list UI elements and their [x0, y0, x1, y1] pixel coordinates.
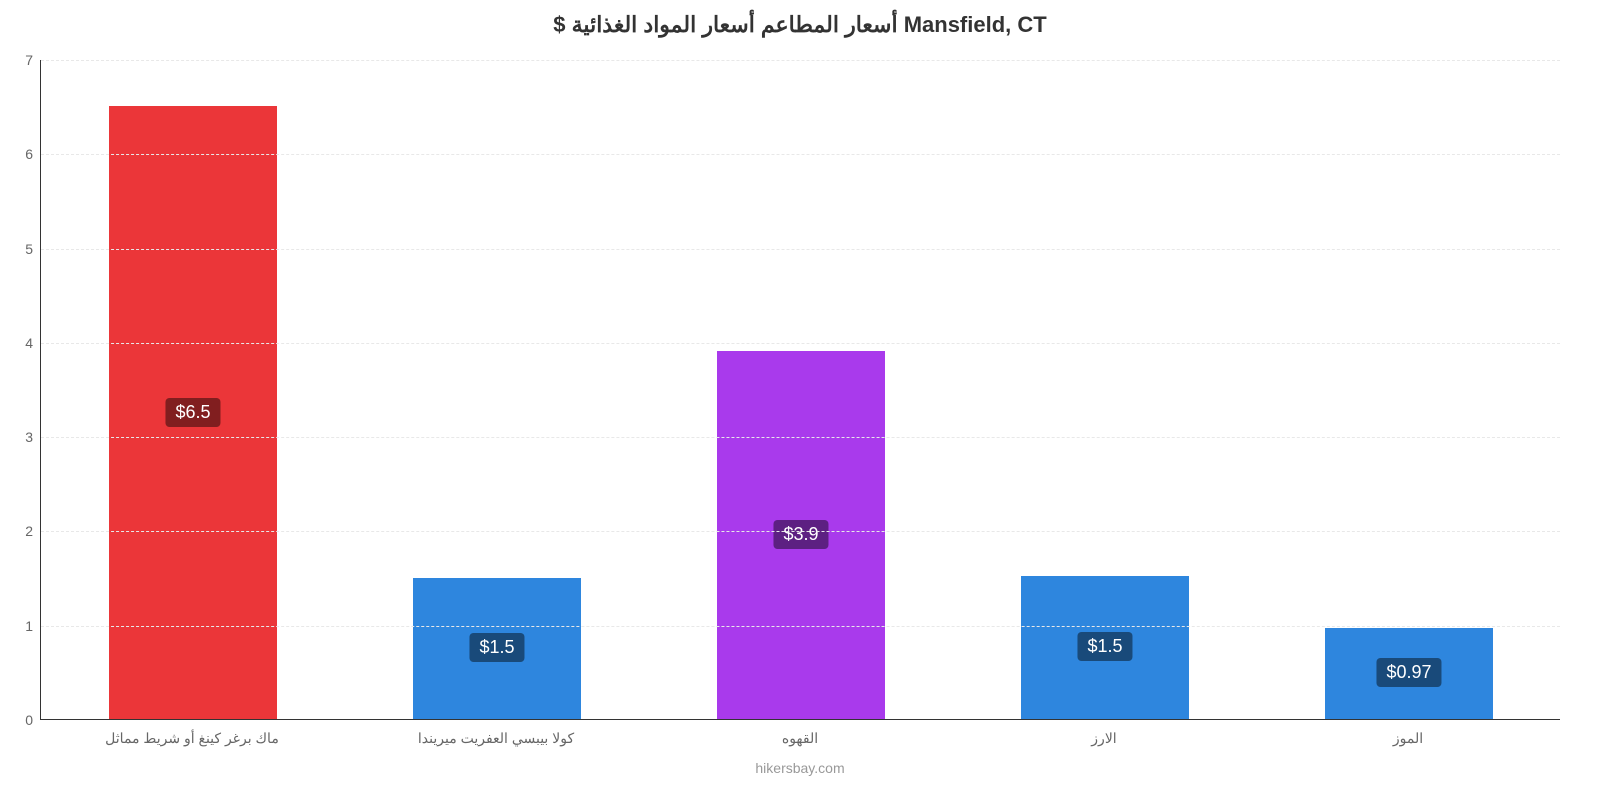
- bar: $0.97: [1325, 628, 1492, 719]
- bar: $3.9: [717, 351, 884, 719]
- gridline: [41, 154, 1560, 155]
- gridline: [41, 249, 1560, 250]
- bar: $6.5: [109, 106, 276, 719]
- x-tick-label: الموز: [1393, 730, 1423, 747]
- y-tick-label: 1: [25, 618, 41, 634]
- bar-value-label: $3.9: [773, 520, 828, 549]
- gridline: [41, 437, 1560, 438]
- gridline: [41, 626, 1560, 627]
- price-bar-chart: $ أسعار المطاعم أسعار المواد الغذائية Ma…: [0, 0, 1600, 800]
- bar: $1.5: [413, 578, 580, 719]
- bars-layer: $6.5 $1.5 $3.9 $1.5 $0.97: [41, 60, 1560, 719]
- bar-value-label: $0.97: [1376, 658, 1441, 687]
- x-tick-label: الارز: [1091, 730, 1116, 747]
- source-label: hikersbay.com: [0, 760, 1600, 776]
- y-tick-label: 2: [25, 523, 41, 539]
- x-tick-label: كولا بيبسي العفريت ميريندا: [418, 730, 574, 747]
- gridline: [41, 531, 1560, 532]
- y-tick-label: 3: [25, 429, 41, 445]
- bar-value-label: $1.5: [469, 633, 524, 662]
- x-tick-label: ماك برغر كينغ أو شريط مماثل: [105, 730, 279, 747]
- y-tick-label: 7: [25, 52, 41, 68]
- bar-value-label: $6.5: [165, 398, 220, 427]
- y-tick-label: 6: [25, 146, 41, 162]
- bar-value-label: $1.5: [1077, 632, 1132, 661]
- gridline: [41, 343, 1560, 344]
- y-tick-label: 0: [25, 712, 41, 728]
- plot-area: $6.5$1.5$3.9$1.5$0.97 01234567: [40, 60, 1560, 720]
- x-tick-label: القهوه: [782, 730, 818, 747]
- y-tick-label: 5: [25, 241, 41, 257]
- bar: $1.5: [1021, 576, 1188, 719]
- gridline: [41, 60, 1560, 61]
- chart-title: $ أسعار المطاعم أسعار المواد الغذائية Ma…: [0, 0, 1600, 38]
- y-tick-label: 4: [25, 335, 41, 351]
